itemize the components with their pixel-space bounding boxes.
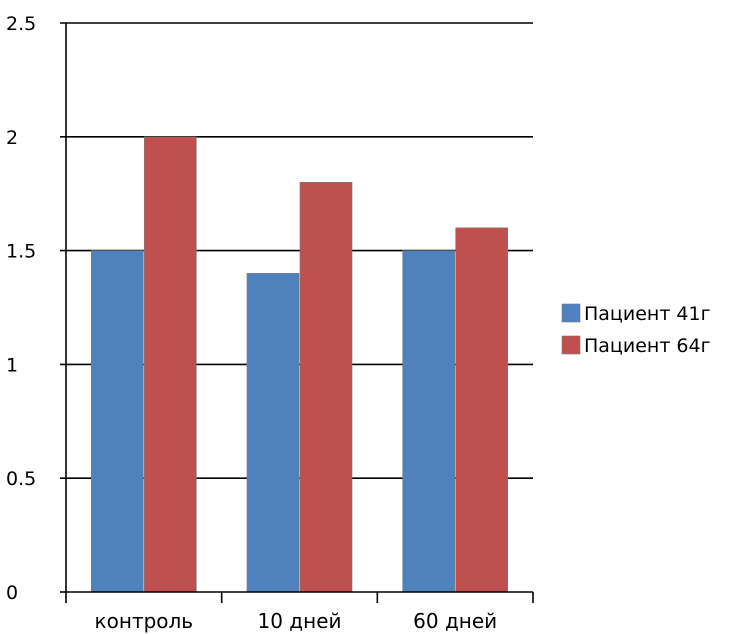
legend: Пациент 41г Пациент 64г	[561, 303, 711, 357]
bar-1-3	[402, 250, 455, 593]
bar-1-1	[91, 250, 144, 593]
y-tick-label: 1.5	[6, 241, 36, 263]
bars	[91, 136, 508, 593]
bar-2-2	[299, 182, 353, 593]
bar-2-1	[144, 136, 197, 593]
y-tick-labels: 0 0.5 1 1.5 2 2.5	[6, 13, 36, 604]
y-tick-label: 2.5	[6, 13, 36, 35]
x-category-labels: контроль 10 дней 60 дней	[95, 609, 498, 633]
x-category-label: контроль	[95, 609, 194, 633]
y-tick-label: 0	[6, 582, 18, 604]
legend-swatch	[561, 335, 581, 355]
y-tick-label: 2	[6, 127, 18, 149]
legend-label: Пациент 41г	[584, 303, 711, 325]
y-tick-label: 0.5	[6, 468, 36, 490]
y-tick-label: 1	[6, 354, 18, 376]
axes	[60, 23, 534, 603]
x-category-label: 10 дней	[257, 609, 341, 633]
bar-1-2	[246, 273, 300, 593]
legend-swatch	[561, 303, 581, 323]
x-category-label: 60 дней	[413, 609, 497, 633]
bar-2-3	[455, 227, 508, 593]
legend-label: Пациент 64г	[584, 335, 711, 357]
